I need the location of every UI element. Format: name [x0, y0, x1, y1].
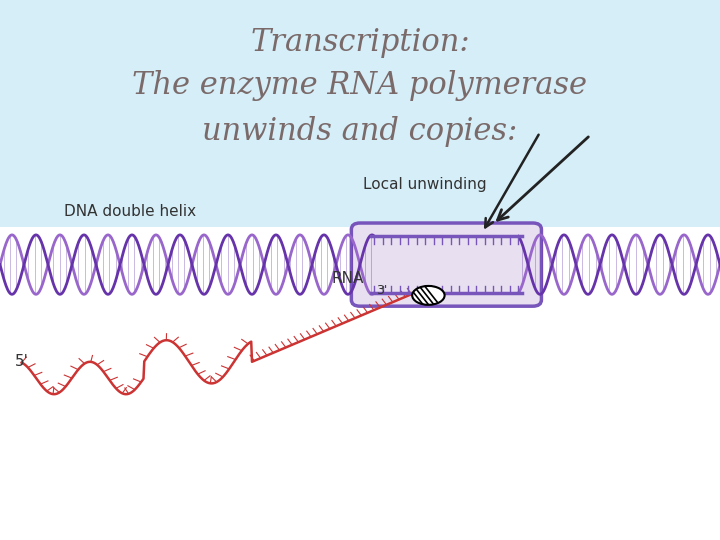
Text: RNA: RNA — [331, 271, 364, 286]
Text: The enzyme RNA polymerase: The enzyme RNA polymerase — [132, 70, 588, 101]
Ellipse shape — [413, 286, 445, 305]
FancyBboxPatch shape — [0, 0, 720, 227]
Text: 5': 5' — [14, 354, 28, 369]
FancyBboxPatch shape — [0, 227, 720, 540]
Text: 3': 3' — [376, 284, 387, 296]
FancyBboxPatch shape — [351, 223, 541, 306]
Text: Local unwinding: Local unwinding — [363, 177, 487, 192]
Text: Transcription:: Transcription: — [250, 27, 470, 58]
Text: unwinds and copies:: unwinds and copies: — [202, 116, 518, 147]
Text: DNA double helix: DNA double helix — [63, 204, 196, 219]
